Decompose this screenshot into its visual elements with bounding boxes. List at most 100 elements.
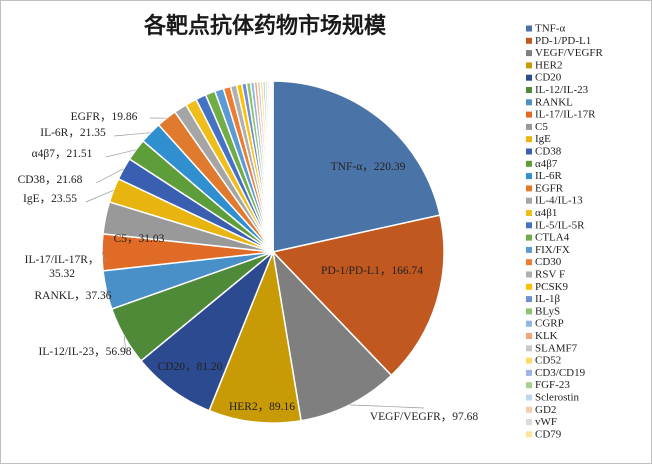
legend-swatch-28 (526, 369, 532, 376)
legend-entry-21: PCSK9 (535, 281, 569, 293)
legend-swatch-11 (526, 160, 532, 167)
data-label-0: TNF-α，220.39 (331, 161, 406, 173)
legend-swatch-32 (526, 419, 532, 426)
legend-entry-17: CTLA4 (535, 232, 570, 244)
legend-entry-12: IL-6R (535, 170, 563, 182)
legend-swatch-15 (526, 210, 532, 216)
data-label-4: CD20，81.20 (158, 361, 223, 373)
data-label-10: CD38，21.68 (18, 174, 83, 186)
pie-slice-33 (271, 80, 274, 253)
legend-entry-15: α4β1 (535, 207, 557, 219)
legend-entry-20: RSV F (535, 269, 565, 281)
data-label-2: VEGF/VEGFR，97.68 (370, 411, 479, 423)
legend-swatch-26 (526, 345, 532, 352)
legend-swatch-18 (526, 246, 532, 253)
legend-swatch-10 (526, 148, 532, 155)
leader-line-2 (349, 404, 425, 409)
data-label-9: IgE，23.55 (23, 193, 77, 205)
legend-swatch-7 (526, 111, 532, 118)
leader-line-11 (105, 149, 136, 158)
legend-swatch-17 (526, 234, 532, 241)
data-label-3: HER2，89.16 (229, 401, 295, 413)
legend-swatch-12 (526, 173, 532, 180)
data-label-11: α4β7，21.51 (32, 148, 93, 160)
leader-line-10 (95, 168, 124, 184)
legend-entry-32: vWF (535, 416, 557, 428)
legend: TNF-αPD-1/PD-L1VEGF/VEGFRHER2CD20IL-12/I… (526, 23, 604, 440)
legend-swatch-3 (526, 62, 532, 69)
legend-swatch-8 (526, 123, 532, 130)
legend-entry-13: EGFR (535, 182, 564, 194)
leader-line-5 (123, 336, 127, 353)
data-label-7: IL-17/IL-17R， 35.32 (25, 254, 100, 280)
legend-swatch-31 (526, 406, 532, 413)
leader-line-12 (113, 132, 151, 137)
legend-swatch-27 (526, 357, 532, 364)
chart-title: 各靶点抗体药物市场规模 (143, 14, 386, 39)
legend-entry-5: IL-12/IL-23 (535, 84, 589, 96)
legend-entry-18: FIX/FX (535, 244, 570, 256)
data-labels: TNF-α，220.39 PD-1/PD-L1，166.74 VEGF/VEGFR，… (18, 111, 479, 423)
legend-entry-30: Sclerostin (535, 392, 579, 404)
legend-swatch-19 (526, 259, 532, 266)
legend-entry-23: BLyS (535, 305, 560, 317)
legend-swatch-21 (526, 283, 532, 290)
pie-slice-1 (271, 214, 445, 377)
legend-entry-26: SLAMF7 (535, 342, 578, 354)
legend-entry-29: FGF-23 (535, 379, 570, 391)
pie-slices (101, 80, 445, 424)
legend-swatch-24 (526, 320, 532, 327)
legend-entry-22: IL-1β (535, 293, 561, 305)
data-label-8: C5，31.03 (114, 233, 165, 245)
leader-line-9 (85, 189, 114, 203)
legend-entry-27: CD52 (535, 355, 561, 367)
legend-swatch-9 (526, 136, 532, 143)
legend-swatch-23 (526, 308, 532, 315)
legend-swatch-33 (526, 431, 532, 438)
legend-swatch-6 (526, 99, 532, 106)
legend-entry-10: CD38 (535, 146, 562, 158)
legend-swatch-0 (526, 25, 532, 32)
legend-swatch-30 (526, 394, 532, 401)
legend-entry-2: VEGF/VEGFR (535, 47, 604, 59)
legend-entry-33: CD79 (535, 428, 562, 440)
data-label-1: PD-1/PD-L1，166.74 (321, 265, 423, 277)
legend-swatch-20 (526, 271, 532, 278)
legend-swatch-4 (526, 74, 532, 81)
legend-swatch-25 (526, 333, 532, 339)
legend-entry-24: CGRP (535, 318, 564, 330)
legend-entry-6: RANKL (535, 96, 573, 108)
pie-slice-3 (208, 249, 302, 424)
legend-entry-28: CD3/CD19 (535, 367, 586, 379)
legend-entry-0: TNF-α (535, 23, 565, 35)
legend-swatch-2 (526, 50, 532, 57)
leader-lines (85, 117, 425, 409)
legend-entry-1: PD-1/PD-L1 (535, 35, 591, 47)
legend-entry-16: IL-5/IL-5R (535, 219, 585, 231)
legend-swatch-29 (526, 382, 532, 389)
legend-entry-4: CD20 (535, 72, 562, 84)
legend-entry-14: IL-4/IL-13 (535, 195, 583, 207)
legend-swatch-22 (526, 296, 532, 303)
legend-swatch-14 (526, 197, 532, 204)
data-label-6: RANKL，37.36 (35, 290, 112, 302)
legend-entry-7: IL-17/IL-17R (535, 109, 596, 121)
legend-entry-11: α4β7 (535, 158, 558, 170)
data-label-13: EGFR，19.86 (71, 111, 138, 123)
data-label-5: IL-12/IL-23，56.98 (39, 346, 132, 358)
legend-entry-25: KLK (535, 330, 558, 342)
data-label-12: IL-6R，21.35 (40, 127, 106, 139)
legend-entry-3: HER2 (535, 59, 563, 71)
legend-swatch-1 (526, 37, 532, 44)
pie-slice-0 (272, 80, 441, 253)
legend-entry-19: CD30 (535, 256, 562, 268)
legend-swatch-16 (526, 222, 532, 229)
legend-entry-8: C5 (535, 121, 548, 133)
legend-swatch-13 (526, 185, 532, 192)
legend-entry-9: IgE (535, 133, 551, 145)
leader-line-6 (105, 290, 112, 300)
legend-entry-31: GD2 (535, 404, 556, 416)
leader-line-7 (101, 252, 107, 263)
legend-swatch-5 (526, 87, 532, 93)
